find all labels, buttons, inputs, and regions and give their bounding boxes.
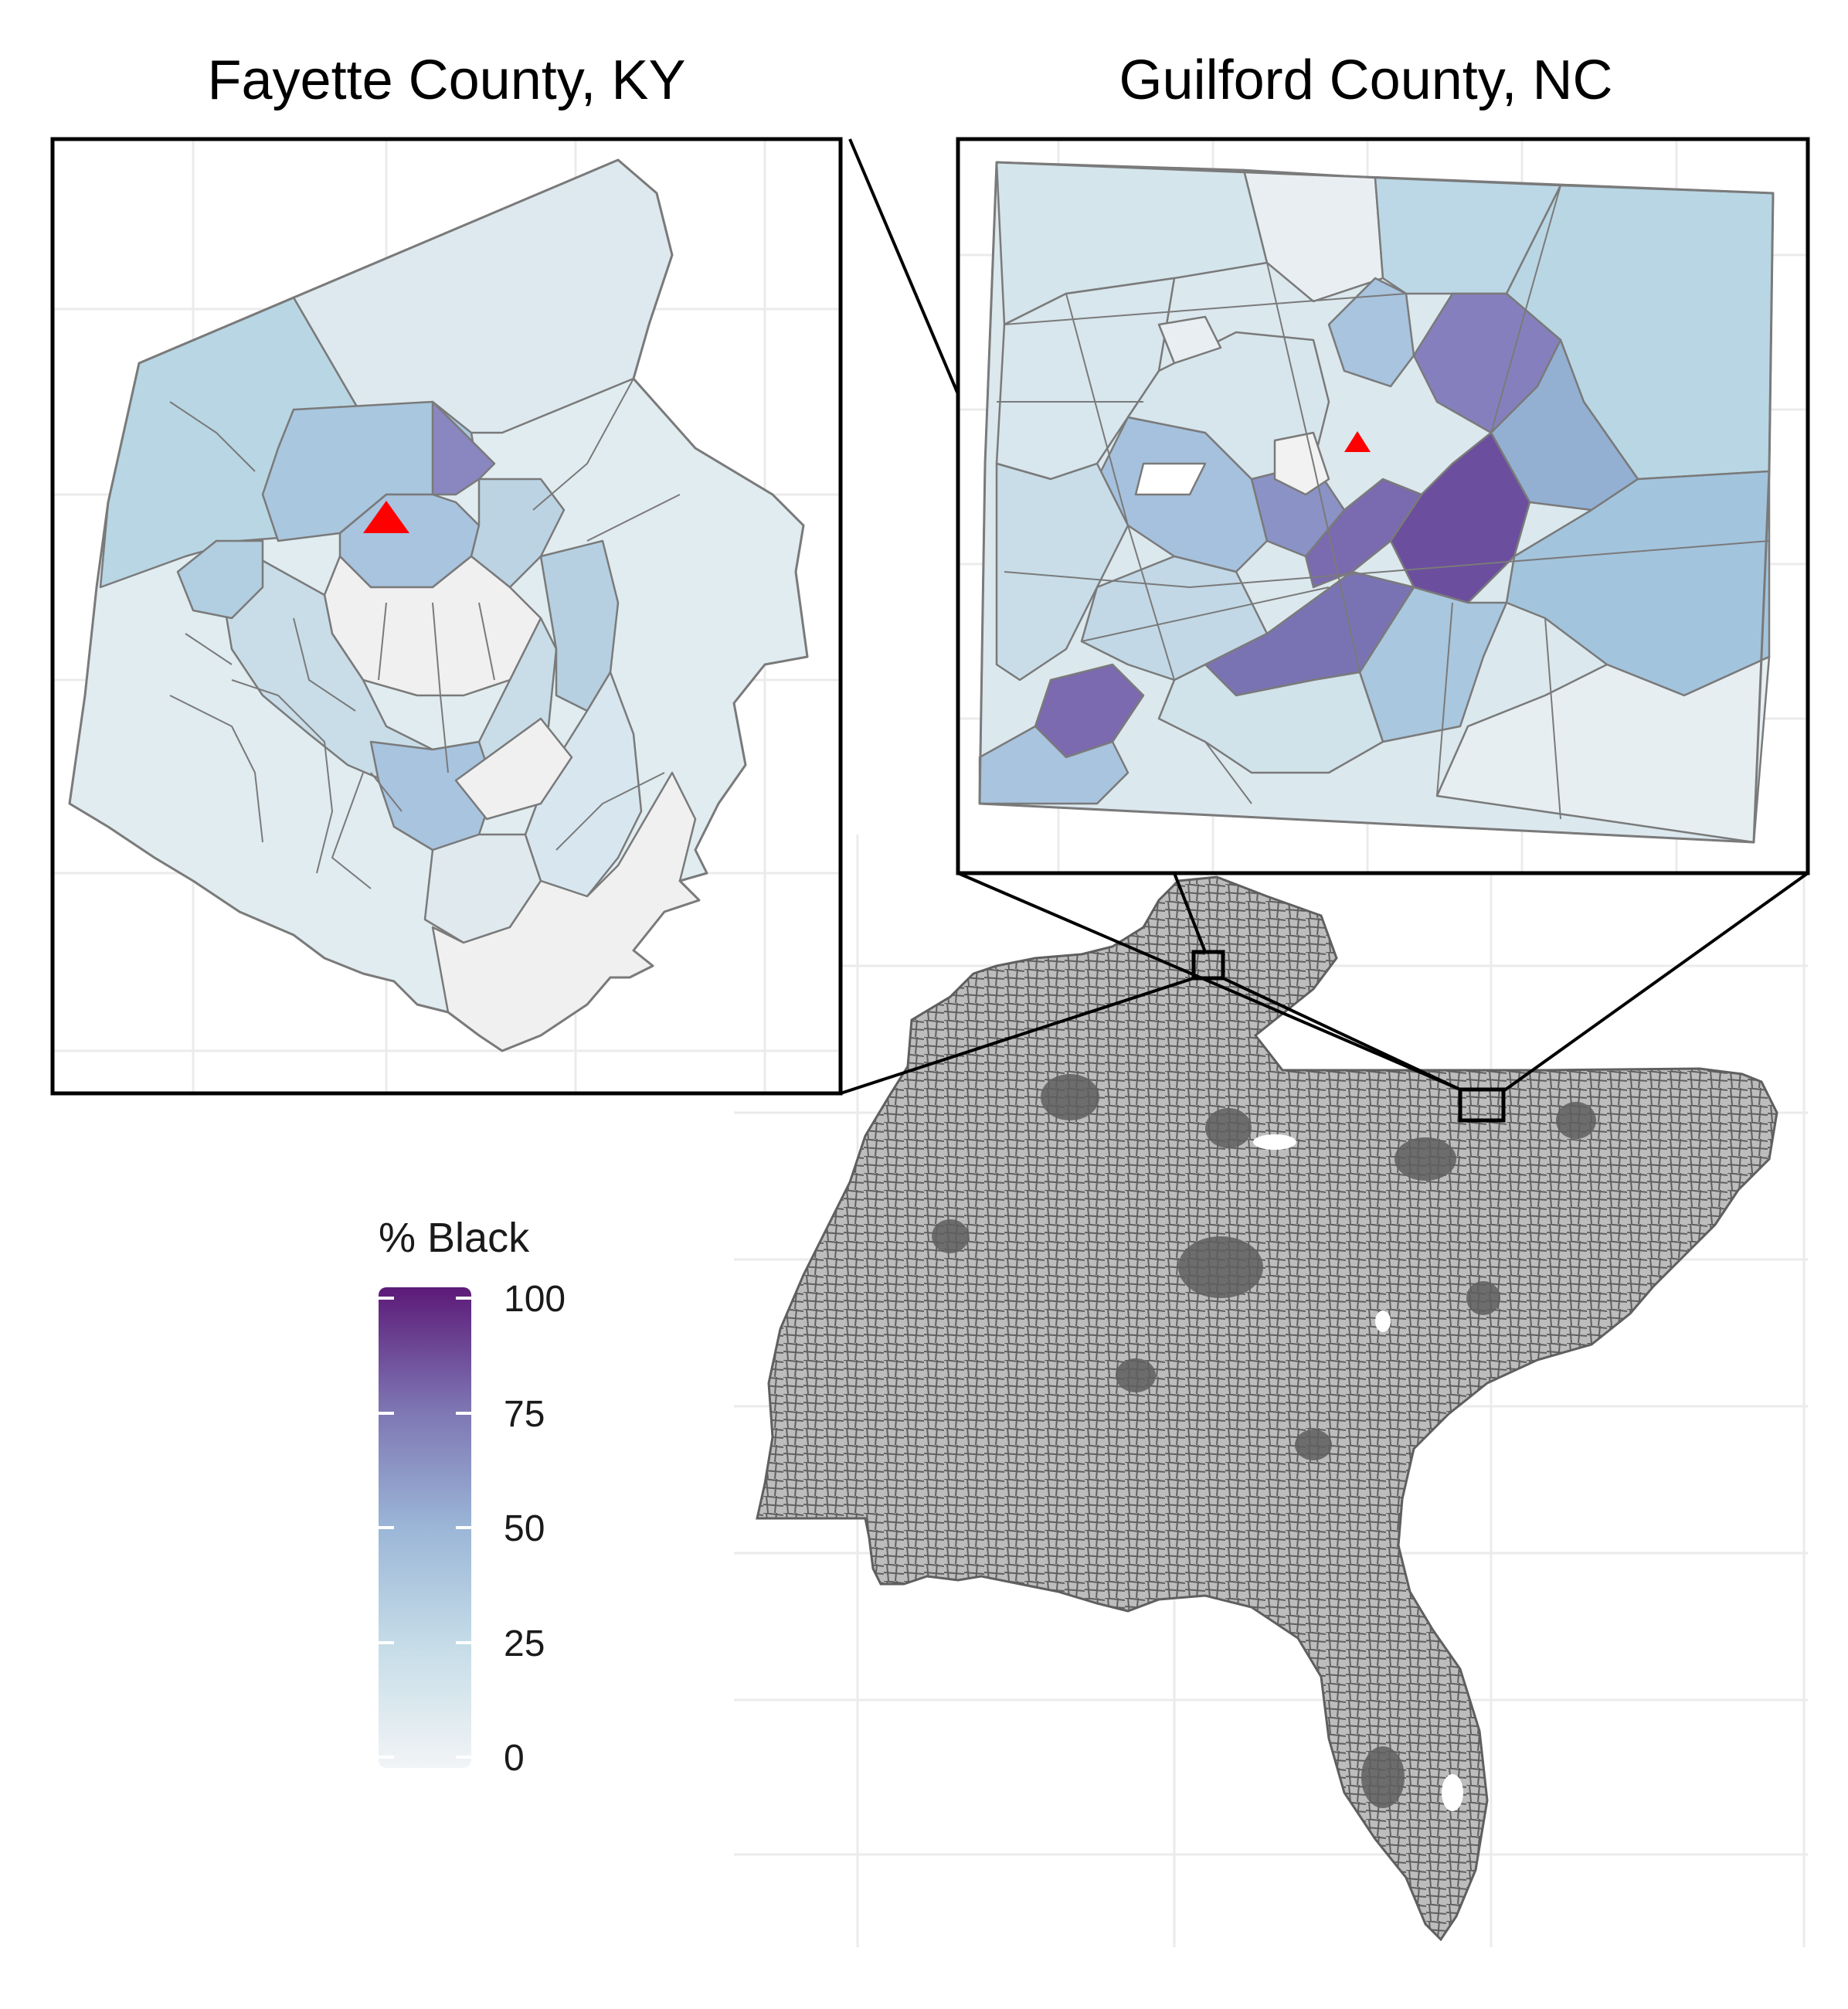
overview-lakes — [1253, 1058, 1519, 1811]
fayette-title: Fayette County, KY — [208, 49, 686, 111]
guilford-marker-triangle-icon — [1344, 431, 1371, 452]
legend-title: % Black — [379, 1215, 530, 1261]
fayette-inset-frame — [50, 137, 843, 1096]
legend-tick-25: 25 — [504, 1623, 545, 1664]
legend-tick-100: 100 — [504, 1279, 566, 1320]
overview-map — [734, 835, 1808, 1947]
guilford-inset: Guilford County, NC — [956, 49, 1810, 875]
guilford-title: Guilford County, NC — [1119, 49, 1613, 111]
fayette-tracts — [68, 158, 809, 1052]
guilford-tracts — [978, 161, 1775, 844]
guilford-location-box — [1458, 1087, 1506, 1123]
legend-tick-0: 0 — [504, 1738, 525, 1779]
fayette-marker-triangle-icon — [363, 501, 409, 533]
guilford-inset-frame — [956, 137, 1810, 875]
legend-tick-50: 50 — [504, 1508, 545, 1549]
legend-tick-75: 75 — [504, 1394, 545, 1435]
southeast-us-tracts — [756, 875, 1778, 1942]
legend-tick-marks — [379, 1297, 471, 1759]
legend: % Black 100 75 50 25 0 — [379, 1215, 566, 1779]
fayette-location-box — [1191, 950, 1225, 981]
connector-lines — [840, 138, 1809, 1095]
legend-colorbar — [379, 1287, 471, 1768]
fayette-inset: Fayette County, KY — [50, 49, 843, 1096]
urban-clusters — [932, 1074, 1596, 1808]
